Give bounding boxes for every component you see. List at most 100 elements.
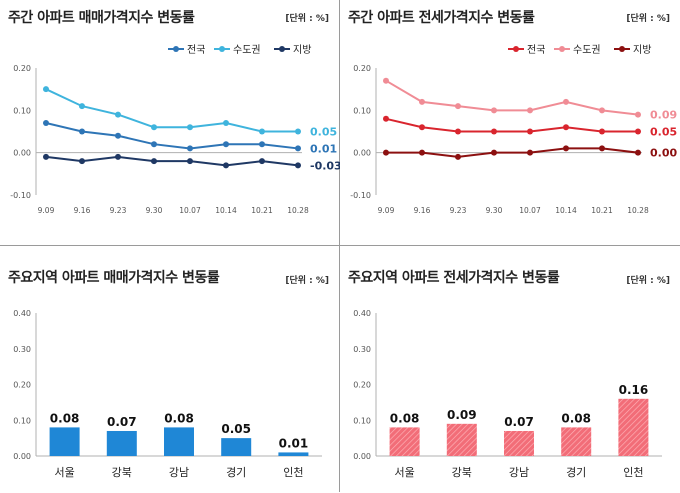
bar bbox=[106, 430, 137, 456]
y-tick-label: 0.40 bbox=[353, 309, 371, 318]
y-tick-label: 0.10 bbox=[353, 106, 371, 115]
unit-label: [단위 : %] bbox=[285, 276, 329, 286]
unit-label: [단위 : %] bbox=[626, 14, 670, 24]
region-jeonse-price-chart: 0.00 0.10 0.20 0.30 0.40 0.08 서울 0.09 강북 0.07 강남 0.… bbox=[353, 309, 662, 479]
bar-value-label: 0.07 bbox=[107, 415, 137, 429]
data-point bbox=[635, 128, 641, 135]
data-point bbox=[383, 77, 389, 84]
data-point bbox=[563, 124, 569, 131]
bar-value-label: 0.08 bbox=[390, 411, 420, 425]
end-value-label: 0.00 bbox=[650, 147, 677, 160]
data-point bbox=[43, 86, 49, 93]
data-point bbox=[383, 115, 389, 122]
legend-label: 지방 bbox=[633, 44, 651, 56]
data-point bbox=[43, 153, 49, 160]
x-tick-label: 10.28 bbox=[627, 206, 649, 215]
x-tick-label: 10.14 bbox=[215, 206, 237, 215]
series-line bbox=[385, 79, 639, 116]
legend-label: 전국 bbox=[527, 44, 545, 56]
y-tick-label: 0.20 bbox=[13, 381, 31, 390]
data-point bbox=[151, 141, 157, 148]
legend-marker bbox=[513, 46, 519, 52]
series-line bbox=[386, 147, 639, 158]
data-point bbox=[115, 111, 121, 118]
legend-marker bbox=[619, 46, 625, 52]
bar bbox=[221, 438, 252, 456]
legend-marker bbox=[219, 46, 225, 52]
series-line bbox=[45, 122, 299, 150]
series-line bbox=[45, 88, 298, 133]
data-point bbox=[295, 145, 301, 152]
region-jeonse-price-panel: 주요지역 아파트 전세가격지수 변동률 [단위 : %] 0.00 0.10 0.2… bbox=[340, 246, 680, 492]
end-value-label: 0.01 bbox=[310, 142, 337, 155]
y-tick-label: 0.00 bbox=[13, 452, 31, 461]
x-category-label: 경기 bbox=[226, 466, 246, 479]
y-tick-label: 0.30 bbox=[353, 345, 371, 354]
legend-marker bbox=[173, 46, 179, 52]
data-point bbox=[223, 162, 229, 169]
y-tick-label: 0.20 bbox=[353, 381, 371, 390]
x-category-label: 서울 bbox=[54, 466, 74, 479]
data-point bbox=[527, 128, 533, 135]
data-point bbox=[115, 132, 121, 139]
x-category-label: 서울 bbox=[394, 466, 414, 479]
bar-value-label: 0.01 bbox=[279, 436, 309, 450]
data-point bbox=[599, 128, 605, 135]
weekly-sale-price-panel: 주간 아파트 매매가격지수 변동률 [단위 : %] -0.10 0.00 0.10… bbox=[0, 0, 340, 246]
data-point bbox=[635, 111, 641, 118]
y-tick-label: 0.10 bbox=[13, 106, 31, 115]
end-value-label: 0.05 bbox=[310, 126, 337, 139]
x-category-label: 강북 bbox=[452, 466, 472, 479]
data-point bbox=[491, 128, 497, 135]
data-point bbox=[599, 145, 605, 152]
y-tick-label: 0.10 bbox=[353, 416, 371, 425]
legend-label: 수도권 bbox=[233, 44, 261, 56]
data-point bbox=[491, 107, 497, 114]
bar bbox=[49, 427, 80, 456]
unit-label: [단위 : %] bbox=[285, 14, 329, 24]
data-point bbox=[259, 128, 265, 135]
y-tick-label: 0.00 bbox=[353, 149, 371, 158]
legend-label: 전국 bbox=[187, 44, 205, 56]
x-tick-label: 9.16 bbox=[414, 206, 431, 215]
data-point bbox=[259, 158, 265, 165]
data-point bbox=[455, 128, 461, 135]
legend-marker bbox=[559, 46, 565, 52]
data-point bbox=[527, 107, 533, 114]
data-point bbox=[419, 149, 425, 156]
data-point bbox=[295, 128, 301, 135]
data-point bbox=[223, 141, 229, 148]
data-point bbox=[563, 98, 569, 105]
data-point bbox=[43, 120, 49, 127]
data-point bbox=[455, 153, 461, 160]
bar bbox=[446, 423, 477, 456]
data-point bbox=[151, 158, 157, 165]
weekly-jeonse-price-chart: -0.10 0.00 0.10 0.20 9.09 9.16 9.23 9.30 10.07 10… bbox=[350, 44, 677, 215]
data-point bbox=[79, 128, 85, 135]
bar-value-label: 0.16 bbox=[619, 383, 649, 397]
legend-marker bbox=[279, 46, 285, 52]
x-category-label: 강남 bbox=[509, 466, 529, 479]
data-point bbox=[223, 120, 229, 127]
region-sale-price-panel: 주요지역 아파트 매매가격지수 변동률 [단위 : %] 0.00 0.10 0.2… bbox=[0, 246, 340, 492]
chart-title: 주요지역 아파트 매매가격지수 변동률 bbox=[8, 270, 220, 286]
bar bbox=[164, 427, 194, 456]
chart-title: 주요지역 아파트 전세가격지수 변동률 bbox=[348, 270, 560, 286]
x-category-label: 경기 bbox=[566, 466, 586, 479]
data-point bbox=[79, 103, 85, 110]
y-tick-label: 0.00 bbox=[13, 149, 31, 158]
x-tick-label: 10.21 bbox=[251, 206, 273, 215]
weekly-sale-price-chart: -0.10 0.00 0.10 0.20 9.09 9.16 9.23 9.30 10.07 10… bbox=[10, 44, 340, 215]
y-tick-label: -0.10 bbox=[350, 191, 371, 200]
y-tick-label: 0.10 bbox=[13, 416, 31, 425]
y-tick-label: 0.20 bbox=[13, 64, 31, 73]
x-tick-label: 9.30 bbox=[486, 206, 503, 215]
data-point bbox=[491, 149, 497, 156]
y-tick-label: 0.20 bbox=[353, 64, 371, 73]
y-tick-label: 0.30 bbox=[13, 345, 31, 354]
x-tick-label: 10.07 bbox=[519, 206, 541, 215]
x-tick-label: 10.28 bbox=[287, 206, 309, 215]
data-point bbox=[563, 145, 569, 152]
end-value-label: 0.09 bbox=[650, 109, 677, 122]
data-point bbox=[635, 149, 641, 156]
